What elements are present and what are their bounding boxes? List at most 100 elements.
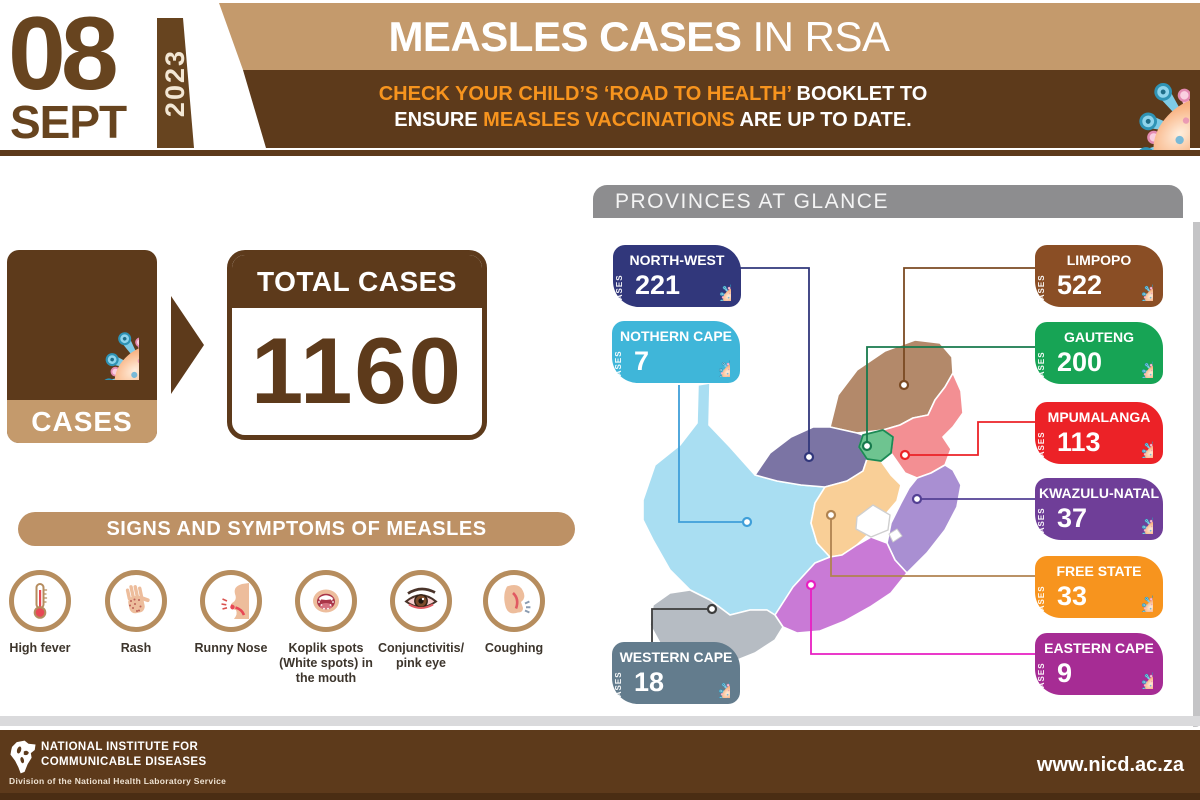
symptom-label: Rash <box>120 641 152 655</box>
province-name: WESTERN CAPE <box>619 649 733 665</box>
thermometer-icon <box>9 570 71 632</box>
cases-vertical-label: CASES <box>1037 274 1046 307</box>
virus-icon <box>1115 657 1153 689</box>
province-card-limpopo: CASES LIMPOPO 522 <box>1035 245 1163 307</box>
date-month: SEPT <box>10 96 127 148</box>
symptom-coughing: Coughing <box>466 570 562 656</box>
page-title-bold: MEASLES CASES <box>388 13 742 60</box>
province-name: EASTERN CAPE <box>1044 640 1154 656</box>
subtitle-highlight-1: CHECK YOUR CHILD’S ‘ROAD TO HEALTH’ <box>378 83 791 105</box>
province-name: LIMPOPO <box>1066 252 1132 268</box>
cases-vertical-label: CASES <box>1037 507 1046 540</box>
symptom-runny-nose: Runny Nose <box>183 570 279 656</box>
province-card-western-cape: CASES WESTERN CAPE 18 <box>612 642 740 704</box>
virus-icon <box>25 268 139 380</box>
symptom-label: Runny Nose <box>194 641 268 655</box>
cases-vertical-label: CASES <box>614 671 623 704</box>
total-cases-card: TOTAL CASES 1160 <box>227 250 487 440</box>
province-cases-value: 37 <box>1057 503 1088 533</box>
map-dot-mpumalanga <box>899 449 911 461</box>
page-title-rest: IN RSA <box>741 13 891 60</box>
date-year: 2023 <box>160 48 190 118</box>
province-cases-value: 200 <box>1057 347 1103 377</box>
province-card-free-state: CASES FREE STATE 33 <box>1035 556 1163 618</box>
footer-division: Division of the National Health Laborato… <box>9 776 227 786</box>
date-day: 08 <box>8 0 119 112</box>
province-cases-value: 522 <box>1057 270 1103 300</box>
province-card-eastern-cape: CASES EASTERN CAPE 9 <box>1035 633 1163 695</box>
footer-bottom-edge <box>0 793 1200 800</box>
province-card-north-west: CASES NORTH-WEST 221 <box>613 245 741 307</box>
symptom-rash: Rash <box>88 570 184 656</box>
subtitle-plain-3: ARE UP TO DATE. <box>734 109 912 131</box>
connector-north-west <box>740 267 810 457</box>
rash-hand-icon <box>105 570 167 632</box>
province-name: KWAZULU-NATAL <box>1038 485 1159 501</box>
virus-icon <box>1115 426 1153 458</box>
page-divider-band <box>0 716 1200 726</box>
provinces-panel-title: PROVINCES AT GLANCE <box>593 185 1183 218</box>
map-dot-nothern-cape <box>741 516 753 528</box>
runny-nose-icon <box>200 570 262 632</box>
province-cases-value: 113 <box>1057 427 1101 457</box>
province-card-gauteng: CASES GAUTENG 200 <box>1035 322 1163 384</box>
footer-website-link[interactable]: www.nicd.ac.za <box>1036 754 1184 776</box>
mouth-spots-icon <box>295 570 357 632</box>
nicd-africa-logo <box>10 740 36 774</box>
header-subtitle-band: CHECK YOUR CHILD’S ‘ROAD TO HEALTH’ BOOK… <box>243 70 1200 148</box>
cases-vertical-label: CASES <box>1037 662 1046 695</box>
province-card-kwazulu-natal: CASES KWAZULU-NATAL 37 <box>1035 478 1163 540</box>
footer-org-line1: NATIONAL INSTITUTE FOR <box>41 741 199 753</box>
cases-vertical-label: CASES <box>1037 351 1046 384</box>
province-cases-value: 7 <box>634 346 650 376</box>
map-dot-north-west <box>803 451 815 463</box>
symptom-conjunctivitis: Conjunctivitis/ pink eye <box>373 570 469 671</box>
connector-limpopo <box>903 267 1035 385</box>
footer-org-name: NATIONAL INSTITUTE FOR COMMUNICABLE DISE… <box>41 740 207 770</box>
province-name: NORTH-WEST <box>629 252 725 268</box>
footer: NATIONAL INSTITUTE FOR COMMUNICABLE DISE… <box>0 730 1200 800</box>
header-divider <box>0 150 1200 156</box>
province-name: MPUMALANGA <box>1047 409 1151 425</box>
virus-icon <box>692 345 730 377</box>
map-dot-free-state <box>825 509 837 521</box>
virus-icon <box>1115 502 1153 534</box>
symptom-label: Conjunctivitis/ pink eye <box>377 641 465 670</box>
virus-icon <box>1115 580 1153 612</box>
map-dot-kwazulu-natal <box>911 493 923 505</box>
header-title-band: MEASLES CASES IN RSA <box>219 3 1200 70</box>
province-cases-value: 18 <box>634 667 665 697</box>
symptom-high-fever: High fever <box>0 570 88 656</box>
province-cases-value: 9 <box>1057 658 1073 688</box>
measles-virus-illustration <box>1018 0 1190 152</box>
map-dot-western-cape <box>706 603 718 615</box>
subtitle-plain-2: ENSURE <box>394 109 484 131</box>
map-dot-limpopo <box>898 379 910 391</box>
symptom-label: Coughing <box>484 641 544 655</box>
coughing-icon <box>483 570 545 632</box>
province-card-nothern-cape: CASES NOTHERN CAPE 7 <box>612 321 740 383</box>
virus-icon <box>692 666 730 698</box>
connector-western-cape <box>651 608 712 644</box>
cases-vertical-label: CASES <box>1037 585 1046 618</box>
subtitle-plain-1: BOOKLET TO <box>790 83 928 105</box>
map-province-kwazulu-natal <box>886 464 962 574</box>
connector-gauteng <box>866 346 1035 446</box>
year-bar: 2023 <box>157 18 194 148</box>
province-card-mpumalanga: CASES MPUMALANGA 113 <box>1035 402 1163 464</box>
total-cases-value: 1160 <box>251 317 463 423</box>
footer-org-line2: COMMUNICABLE DISEASES <box>41 756 207 768</box>
connector-nothern-cape <box>678 385 747 523</box>
map-coastal-inlet <box>888 528 903 543</box>
symptom-label: High fever <box>9 641 71 655</box>
province-name: FREE STATE <box>1056 563 1142 579</box>
cases-vertical-label: CASES <box>1037 431 1046 464</box>
map-dot-eastern-cape <box>805 579 817 591</box>
province-name: NOTHERN CAPE <box>619 328 732 344</box>
symptoms-title: SIGNS AND SYMPTOMS OF MEASLES <box>18 512 575 546</box>
map-province-eastern-cape <box>774 536 908 634</box>
panel-edge-right <box>1193 222 1200 727</box>
subtitle-highlight-2: MEASLES VACCINATIONS <box>483 109 735 131</box>
cases-label: CASES <box>7 400 157 443</box>
